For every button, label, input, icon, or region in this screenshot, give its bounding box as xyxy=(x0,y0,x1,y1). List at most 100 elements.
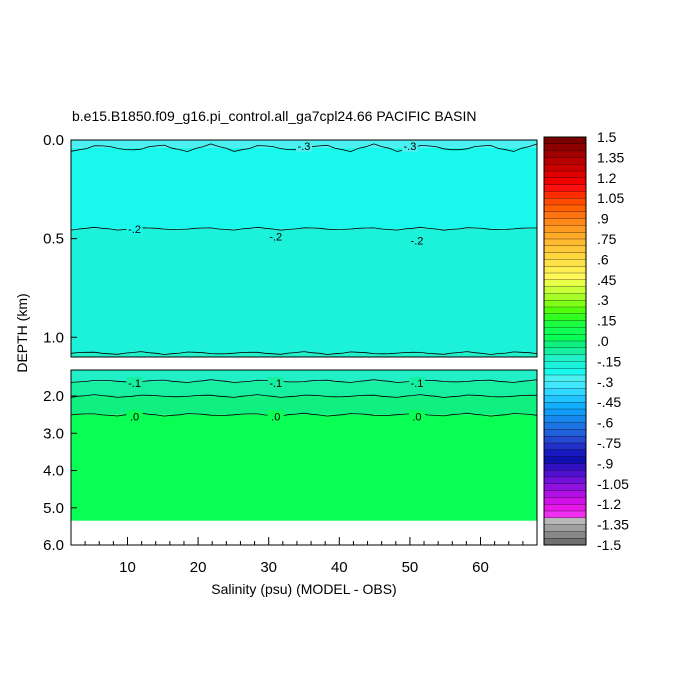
colorbar-cell xyxy=(543,320,587,328)
colorbar-cell xyxy=(543,524,587,532)
colorbar-cell xyxy=(543,218,587,226)
contour-label: -.2 xyxy=(128,224,141,236)
colorbar-label: .45 xyxy=(597,272,617,288)
colorbar-cell xyxy=(543,456,587,464)
upper-depth-panel: -.3 -.3 -.2 -.2 -.2 0.0 0.5 1.0 xyxy=(43,132,538,358)
colorbar-cell xyxy=(543,170,587,179)
colorbar-cell xyxy=(543,252,587,260)
colorbar-label: .75 xyxy=(597,231,617,247)
y-tick-label: 4.0 xyxy=(43,463,64,480)
colorbar-cell xyxy=(543,395,587,403)
colorbar-cell xyxy=(543,374,587,383)
contour-label: -.3 xyxy=(298,141,311,153)
contour-label-bg xyxy=(267,410,284,423)
contour-label: .0 xyxy=(130,412,139,424)
colorbar-label: 1.2 xyxy=(597,170,617,186)
colorbar-label: -1.2 xyxy=(597,496,621,512)
panel-frame xyxy=(70,139,538,358)
colorbar-label: -1.05 xyxy=(597,476,629,492)
colorbar-cell xyxy=(543,306,587,315)
colorbar-cell xyxy=(543,286,587,294)
y-tick-label: 6.0 xyxy=(43,537,64,554)
colorbar-label: .9 xyxy=(597,211,609,227)
colorbar-cell xyxy=(543,388,587,396)
contour-line xyxy=(70,226,537,231)
colorbar-label: -1.35 xyxy=(597,517,629,533)
x-tick-label: 20 xyxy=(190,559,207,576)
x-tick-label: 30 xyxy=(260,559,277,576)
y-tick-label: 2.0 xyxy=(43,388,64,405)
colorbar-cell xyxy=(543,531,587,539)
colorbar-cell xyxy=(543,422,587,430)
fill-band xyxy=(71,396,537,415)
colorbar-cell xyxy=(543,504,587,512)
y-tick-label: 5.0 xyxy=(43,500,64,517)
fill-band xyxy=(71,228,537,354)
contour-label-bg xyxy=(267,377,284,390)
colorbar-cell xyxy=(543,538,587,546)
colorbar-cell xyxy=(543,245,587,254)
colorbar-cell xyxy=(543,483,587,492)
colorbar-cell xyxy=(543,517,587,526)
colorbar-cell xyxy=(543,293,587,301)
colorbar-label: 1.5 xyxy=(597,129,617,145)
contour-label: .0 xyxy=(412,412,421,424)
colorbar-label: .0 xyxy=(597,333,609,349)
no-data-area xyxy=(71,520,537,545)
colorbar-cell xyxy=(543,449,587,458)
contour-label-bg xyxy=(126,377,143,390)
colorbar-label: -1.5 xyxy=(597,537,621,553)
colorbar-label: 1.05 xyxy=(597,190,624,206)
y-tick-label: 1.0 xyxy=(43,329,64,346)
colorbar-cell xyxy=(543,266,587,274)
contour-label: -.1 xyxy=(128,378,141,390)
colorbar-cell xyxy=(543,470,587,478)
colorbar-label: .6 xyxy=(597,251,609,267)
colorbar-cell xyxy=(543,259,587,267)
colorbar-cell xyxy=(543,354,587,362)
colorbar-cell xyxy=(543,191,587,199)
colorbar-label: -.45 xyxy=(597,394,621,410)
colorbar-cell xyxy=(543,177,587,186)
fill-band xyxy=(71,147,537,229)
colorbar-cell xyxy=(543,415,587,424)
y-tick-label: 0.0 xyxy=(43,132,64,149)
contour-line xyxy=(70,379,538,384)
x-tick-label: 10 xyxy=(119,559,136,576)
fill-band xyxy=(71,370,537,382)
colorbar-cell xyxy=(543,198,587,206)
x-tick-label: 40 xyxy=(331,559,348,576)
x-axis-title: Salinity (psu) (MODEL - OBS) xyxy=(211,581,396,597)
colorbar-cell xyxy=(543,510,587,519)
colorbar-cell xyxy=(543,334,587,342)
contour-label-bg xyxy=(126,222,143,235)
contour-label-bg xyxy=(267,230,284,243)
colorbar-cell xyxy=(543,340,587,349)
colorbar-cell xyxy=(543,497,587,505)
contour-label: -.2 xyxy=(411,236,424,248)
colorbar-cell xyxy=(543,204,587,213)
colorbar-cell xyxy=(543,442,587,451)
colorbar-cell xyxy=(543,225,587,233)
colorbar-cell xyxy=(543,436,587,444)
fill-band xyxy=(71,414,537,521)
colorbar-cell xyxy=(543,490,587,498)
contour-label-bg xyxy=(401,139,418,152)
colorbar: 1.5 1.35 1.2 1.05 .9 .75 .6 .45 .3 .15 .0 -.15 -.3 -.… xyxy=(543,129,629,553)
colorbar-label: .15 xyxy=(597,313,617,329)
contour-label-bg xyxy=(126,410,143,423)
colorbar-label: -.15 xyxy=(597,353,621,369)
contour-line xyxy=(70,394,537,398)
colorbar-cell xyxy=(543,347,587,356)
colorbar-cell xyxy=(543,327,587,335)
contour-label: .0 xyxy=(271,412,280,424)
y-tick-label: 3.0 xyxy=(43,425,64,442)
contour-line xyxy=(70,351,538,355)
contour-label: -.3 xyxy=(403,141,416,153)
colorbar-label: -.3 xyxy=(597,374,614,390)
colorbar-cell xyxy=(543,143,587,152)
colorbar-frame xyxy=(543,136,587,546)
x-tick-label: 50 xyxy=(402,559,419,576)
colorbar-cell xyxy=(543,157,587,165)
panel-frame xyxy=(70,369,538,546)
